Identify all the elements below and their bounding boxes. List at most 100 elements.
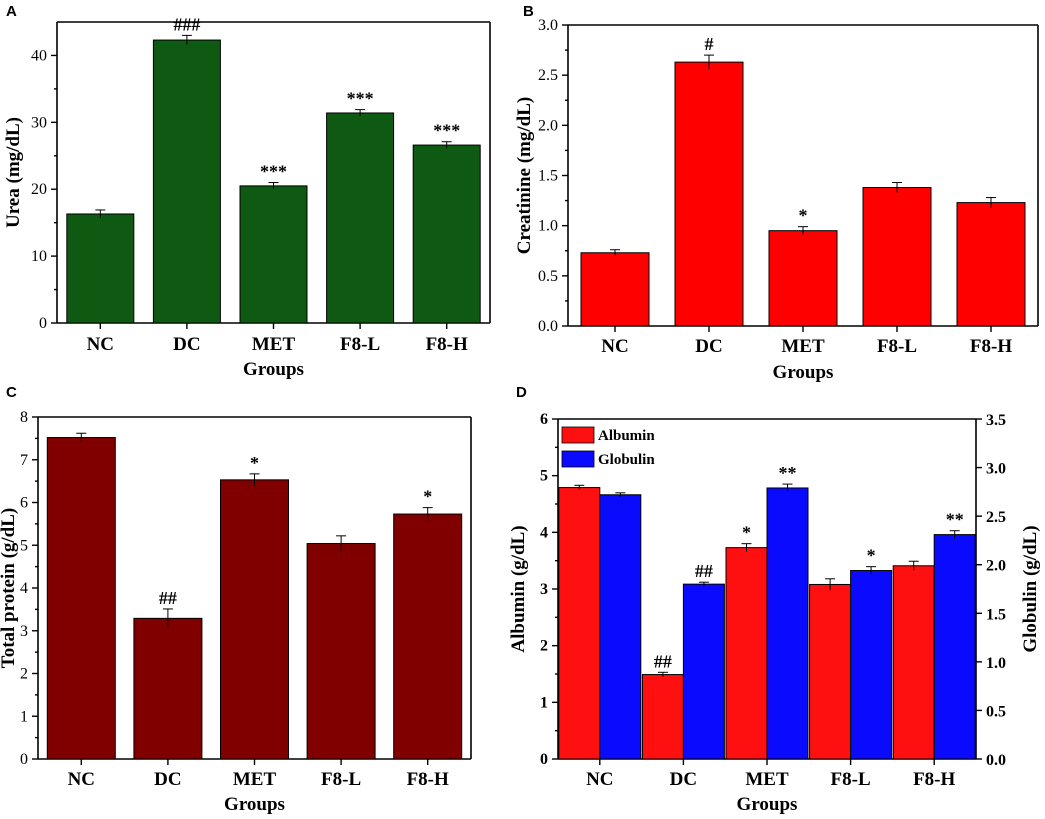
y-right-tick-label: 1.0 <box>986 655 1006 672</box>
bar <box>66 213 135 324</box>
significance-label: * <box>250 453 259 473</box>
x-tick-label: MET <box>745 769 789 790</box>
y-right-tick-label: 0.0 <box>986 752 1006 769</box>
bar-globulin <box>850 570 893 760</box>
y-axis-title: Total protein (g/dL) <box>0 508 19 668</box>
y-right-axis-title: Globulin (g/dL) <box>1020 525 1041 652</box>
y-axis-title: Urea (mg/dL) <box>3 117 24 228</box>
y-tick-label: 6 <box>540 411 548 428</box>
bar-globulin <box>933 534 976 760</box>
x-tick-label: MET <box>233 769 277 790</box>
x-tick-label: F8-L <box>340 334 380 355</box>
bar <box>152 39 221 324</box>
significance-label: ## <box>159 588 177 608</box>
x-tick-label: MET <box>252 334 296 355</box>
x-tick-label: F8-H <box>970 336 1012 357</box>
y-tick-label: 0 <box>540 751 548 768</box>
y-tick-label: 1.0 <box>538 218 558 235</box>
y-tick-label: 40 <box>31 47 47 64</box>
bar <box>326 112 395 324</box>
x-tick-label: F8-L <box>877 336 917 357</box>
y-tick-label: 7 <box>20 452 28 469</box>
significance-label: *** <box>260 162 287 182</box>
y-tick-label: 2.0 <box>538 117 558 134</box>
bar-albumin <box>892 565 935 760</box>
x-tick-label: F8-L <box>831 769 871 790</box>
x-tick-label: F8-L <box>321 769 361 790</box>
y-tick-label: 3 <box>540 581 548 598</box>
significance-label: * <box>742 523 751 543</box>
x-tick-label: DC <box>670 769 697 790</box>
y-right-tick-label: 3.5 <box>986 412 1006 429</box>
x-axis-title: Groups <box>773 362 834 383</box>
y-tick-label: 0.5 <box>538 268 558 285</box>
x-tick-label: F8-H <box>407 769 449 790</box>
bar <box>768 230 838 327</box>
bar-globulin <box>766 487 809 760</box>
significance-label: ** <box>779 463 797 483</box>
legend-swatch <box>561 426 595 444</box>
x-tick-label: F8-H <box>913 769 955 790</box>
y-tick-label: 20 <box>31 181 47 198</box>
y-tick-label: 6 <box>20 495 28 512</box>
panel-label: B <box>523 3 534 20</box>
bar <box>220 479 289 760</box>
x-axis-title: Groups <box>737 794 798 815</box>
y-tick-label: 1 <box>540 694 548 711</box>
y-right-tick-label: 3.0 <box>986 461 1006 478</box>
bar-albumin <box>558 487 601 760</box>
x-tick-label: NC <box>601 336 628 357</box>
chart-panel-d: D 0 1 2 3 4 5 6 0.0 0.5 1.0 1.5 2.0 2.5 3.0 3.5 NC DC MET F… <box>508 384 1041 815</box>
y-tick-label: 30 <box>31 114 47 131</box>
y-tick-label: 2 <box>540 638 548 655</box>
bar <box>133 617 203 760</box>
bar <box>239 185 308 324</box>
bar-globulin <box>599 494 642 760</box>
y-tick-label: 3 <box>20 623 28 640</box>
legend: Albumin Globulin <box>561 426 655 468</box>
y-tick-label: 2.5 <box>538 67 558 84</box>
x-tick-label: DC <box>173 334 200 355</box>
significance-label: ## <box>654 651 672 671</box>
y-tick-label: 0.0 <box>538 318 558 335</box>
significance-label: # <box>705 34 714 54</box>
bar <box>306 543 376 760</box>
x-tick-label: NC <box>87 334 114 355</box>
x-tick-label: DC <box>695 336 722 357</box>
y-tick-label: 1.5 <box>538 168 558 185</box>
x-tick-label: NC <box>586 769 613 790</box>
bar-globulin <box>682 583 725 760</box>
y-tick-label: 4 <box>20 580 28 597</box>
bar <box>956 202 1026 327</box>
y-tick-label: 10 <box>31 248 47 265</box>
bar-albumin <box>725 547 768 760</box>
bar <box>862 187 932 327</box>
bar <box>393 513 463 760</box>
legend-label: Globulin <box>598 452 655 468</box>
bar-albumin <box>641 674 684 760</box>
significance-label: ## <box>695 561 713 581</box>
y-tick-label: 8 <box>20 409 28 426</box>
x-tick-label: F8-H <box>426 334 468 355</box>
y-tick-label: 5 <box>20 537 28 554</box>
significance-label: * <box>423 487 432 507</box>
bar <box>46 437 116 760</box>
significance-label: *** <box>433 121 460 141</box>
y-tick-label: 5 <box>540 468 548 485</box>
chart-panel-a: A 0 10 20 30 40 NC DC MET F8-L F8-H Groups Urea (mg/… <box>3 3 491 380</box>
y-tick-label: 2 <box>20 666 28 683</box>
significance-label: *** <box>347 89 374 109</box>
x-tick-label: NC <box>68 769 95 790</box>
y-right-tick-label: 2.0 <box>986 558 1006 575</box>
legend-label: Albumin <box>598 428 655 444</box>
panel-label: C <box>6 384 17 401</box>
y-tick-label: 0 <box>20 751 28 768</box>
panel-label: D <box>516 384 527 401</box>
x-axis-title: Groups <box>224 794 285 815</box>
bar-albumin <box>809 583 852 760</box>
x-tick-label: MET <box>781 336 825 357</box>
y-axis-title: Albumin (g/dL) <box>508 525 529 652</box>
chart-panel-c: C 0 1 2 3 4 5 6 7 8 NC DC MET F8-L F8-H Groups Total pro… <box>0 384 472 815</box>
bar <box>580 252 650 327</box>
